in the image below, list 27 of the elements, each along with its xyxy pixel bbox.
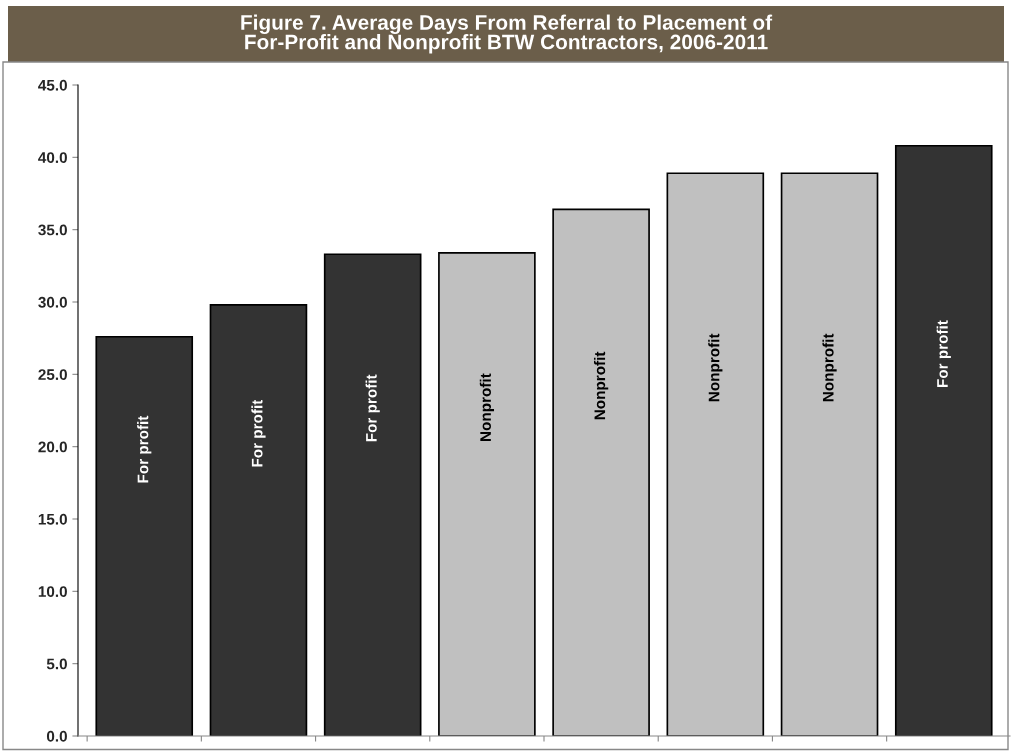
bar bbox=[95, 335, 194, 736]
y-tick-label: 40.0 bbox=[38, 152, 67, 164]
chart-title: Figure 7. Average Days From Referral to Placement of For-Profit and Nonprofit BTW Contractors, 2006-2011 bbox=[241, 14, 773, 54]
y-tick-label: 5.0 bbox=[46, 658, 67, 670]
x-tick-label: For profit bbox=[137, 415, 152, 483]
y-tick-label: 10.0 bbox=[38, 586, 67, 598]
x-tick-label: For profit bbox=[936, 320, 951, 387]
y-tick-label: 25.0 bbox=[38, 369, 67, 381]
bar bbox=[666, 172, 765, 736]
bar bbox=[438, 251, 536, 736]
y-tick-label: 20.0 bbox=[38, 441, 67, 453]
bar bbox=[209, 304, 308, 736]
x-tick-label: Nonprofit bbox=[822, 333, 837, 402]
y-tick-label: 15.0 bbox=[38, 513, 67, 525]
x-tick-label: For profit bbox=[251, 399, 266, 467]
bar bbox=[552, 208, 650, 736]
x-tick-label: Nonprofit bbox=[479, 373, 495, 441]
x-tick-label: Nonprofit bbox=[593, 351, 609, 420]
y-tick-label: 45.0 bbox=[38, 79, 67, 91]
bar bbox=[780, 172, 879, 736]
y-tick-label: 30.0 bbox=[38, 296, 67, 308]
y-tick-label: 0.0 bbox=[46, 730, 67, 742]
y-tick-label: 35.0 bbox=[38, 224, 67, 236]
x-tick-label: Nonprofit bbox=[708, 333, 723, 402]
bar bbox=[323, 253, 422, 736]
x-tick-label: For profit bbox=[365, 374, 380, 442]
bar bbox=[894, 144, 993, 736]
